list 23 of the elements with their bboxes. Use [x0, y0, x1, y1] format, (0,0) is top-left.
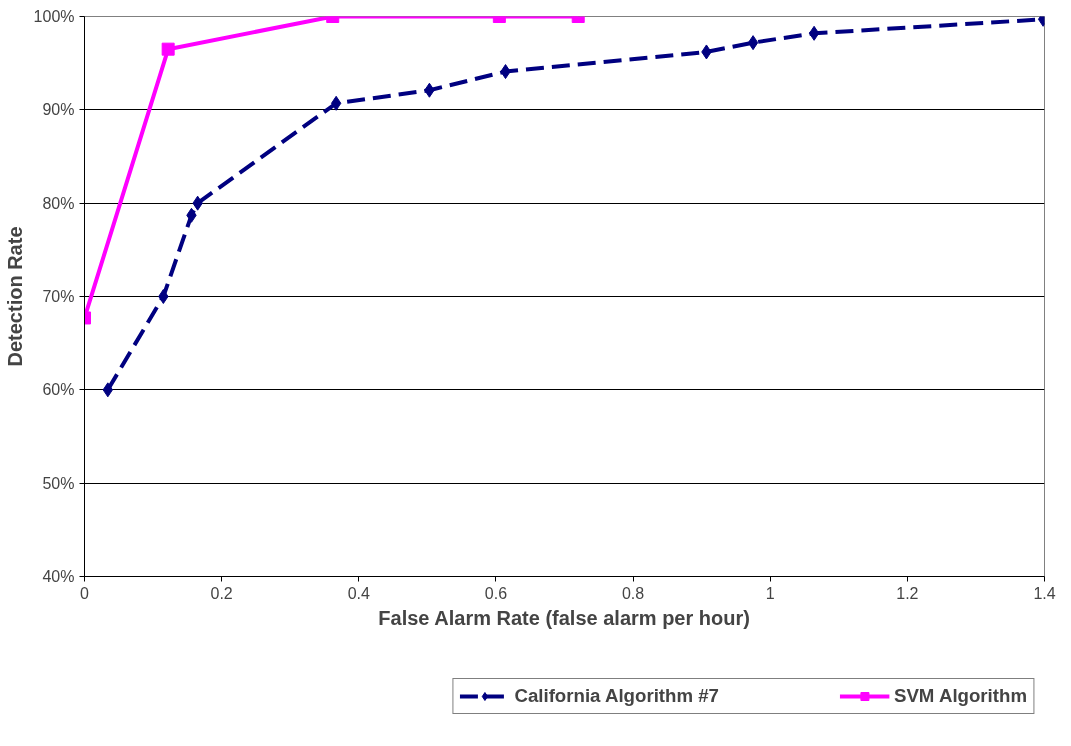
x-tick-label: 0.6 — [484, 584, 508, 602]
x-axis-title: False Alarm Rate (false alarm per hour) — [378, 606, 750, 629]
x-tick-label: 1 — [765, 584, 775, 602]
y-axis-title: Detection Rate — [3, 226, 26, 367]
x-tick-label: 0.4 — [347, 584, 371, 602]
legend-label: California Algorithm #7 — [514, 684, 719, 707]
y-tick-label: 60% — [42, 381, 75, 399]
y-tick-label: 40% — [42, 568, 75, 585]
legend-label: SVM Algorithm — [893, 684, 1027, 707]
x-tick-label: 0 — [80, 584, 90, 602]
y-tick-label: 70% — [42, 288, 75, 305]
y-tick-label: 80% — [42, 194, 75, 212]
y-tick-label: 90% — [42, 101, 75, 119]
x-tick-label: 0.8 — [621, 584, 645, 602]
point — [808, 25, 820, 41]
x-tick-label: 0.2 — [210, 584, 233, 602]
x-tick-label: 1.2 — [896, 584, 919, 602]
point — [158, 289, 169, 304]
point — [747, 35, 759, 51]
x-tick-label: 1.4 — [1033, 584, 1056, 602]
y-tick-label: 100% — [33, 8, 75, 25]
y-tick-label: 50% — [42, 474, 75, 492]
point — [330, 95, 342, 111]
